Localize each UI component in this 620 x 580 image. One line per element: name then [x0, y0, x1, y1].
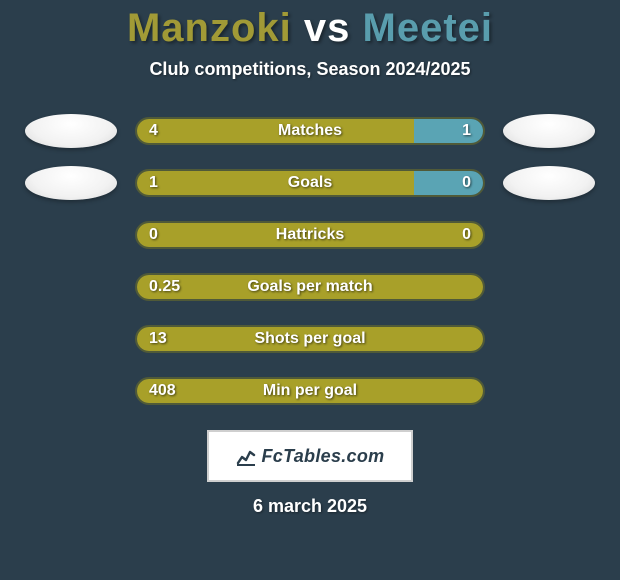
- footer-date: 6 march 2025: [253, 496, 367, 517]
- player2-avatar: [503, 166, 595, 200]
- stat-bar-right-fill: [414, 171, 483, 195]
- stat-row: 0 Hattricks 0: [0, 218, 620, 252]
- stat-bar: 4 Matches 1: [135, 117, 485, 145]
- fctables-icon: [236, 446, 256, 466]
- player2-avatar: [503, 114, 595, 148]
- player1-avatar: [25, 114, 117, 148]
- stat-bar: 0.25 Goals per match: [135, 273, 485, 301]
- stat-label: Shots per goal: [254, 330, 365, 348]
- player1-name: Manzoki: [127, 6, 292, 50]
- stat-row: 13 Shots per goal: [0, 322, 620, 356]
- stat-label: Min per goal: [263, 382, 357, 400]
- watermark-badge: FcTables.com: [207, 430, 413, 482]
- stat-bar: 13 Shots per goal: [135, 325, 485, 353]
- stat-left-value: 0.25: [149, 278, 180, 296]
- stat-left-value: 408: [149, 382, 176, 400]
- stat-right-value: 1: [462, 122, 471, 140]
- stat-row: 0.25 Goals per match: [0, 270, 620, 304]
- player2-name: Meetei: [363, 6, 494, 50]
- stat-label: Matches: [278, 122, 342, 140]
- stat-bar: 0 Hattricks 0: [135, 221, 485, 249]
- stat-left-value: 1: [149, 174, 158, 192]
- stat-left-value: 13: [149, 330, 167, 348]
- stat-row: 408 Min per goal: [0, 374, 620, 408]
- stat-right-value: 0: [462, 174, 471, 192]
- stat-bar-right-fill: [414, 119, 483, 143]
- stat-label: Hattricks: [276, 226, 344, 244]
- stat-label: Goals: [288, 174, 332, 192]
- watermark-text: FcTables.com: [262, 446, 385, 467]
- stat-right-value: 0: [462, 226, 471, 244]
- stat-bar: 408 Min per goal: [135, 377, 485, 405]
- stat-label: Goals per match: [247, 278, 372, 296]
- stat-rows: 4 Matches 1 1 Goals 0 0 Hattricks 0 0.25 Goals per…: [0, 114, 620, 408]
- player1-avatar: [25, 166, 117, 200]
- stat-row: 1 Goals 0: [0, 166, 620, 200]
- stat-bar-left-fill: [137, 119, 414, 143]
- stat-left-value: 4: [149, 122, 158, 140]
- vs-label: vs: [304, 6, 351, 50]
- stat-bar-left-fill: [137, 171, 414, 195]
- stat-row: 4 Matches 1: [0, 114, 620, 148]
- stat-bar: 1 Goals 0: [135, 169, 485, 197]
- subtitle: Club competitions, Season 2024/2025: [149, 59, 470, 80]
- stat-left-value: 0: [149, 226, 158, 244]
- comparison-title: Manzoki vs Meetei: [127, 6, 493, 51]
